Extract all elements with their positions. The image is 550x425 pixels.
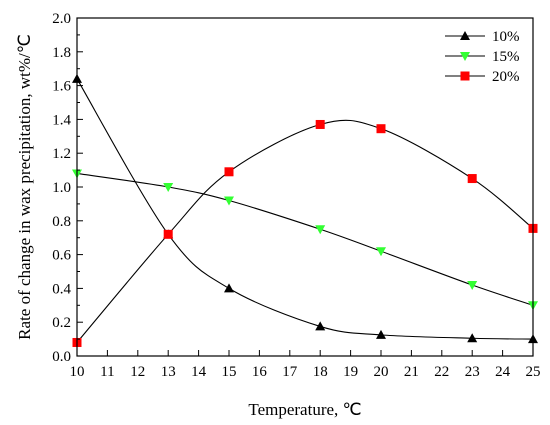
x-tick-label: 17	[282, 364, 298, 380]
data-point	[315, 225, 326, 235]
data-point	[163, 183, 174, 192]
y-tick-label: 0.2	[52, 315, 71, 331]
data-point	[376, 247, 386, 257]
legend-marker	[460, 52, 470, 61]
series-line-1	[76, 172, 534, 306]
data-point	[224, 196, 234, 206]
x-tick-label: 12	[130, 364, 145, 380]
legend-marker	[460, 71, 470, 81]
y-tick-label: 1.6	[52, 79, 71, 95]
x-tick-label: 16	[252, 364, 268, 380]
x-tick-label: 25	[526, 364, 541, 380]
legend-label: 10%	[492, 29, 520, 45]
data-point	[467, 281, 478, 291]
y-tick-label: 0.0	[52, 349, 71, 365]
data-point	[315, 321, 326, 331]
legend-label: 20%	[492, 69, 520, 85]
y-tick-label: 0.4	[52, 281, 71, 297]
x-tick-label: 20	[374, 364, 389, 380]
legend-marker	[460, 31, 470, 40]
data-point	[224, 167, 234, 177]
data-point	[224, 283, 234, 293]
x-tick-label: 13	[161, 364, 176, 380]
x-tick-label: 10	[70, 364, 85, 380]
x-axis-title: Temperature, ℃	[248, 400, 361, 419]
y-tick-label: 0.6	[52, 248, 71, 264]
plot-frame	[76, 17, 534, 357]
x-axis: 10 11 12 13 14 15 16 17 18 19 20 21 22 23 24 25	[70, 350, 541, 380]
y-axis-title: Rate of change in wax precipitation, wt%…	[15, 34, 34, 340]
data-point	[467, 174, 477, 184]
x-tick-label: 11	[100, 364, 114, 380]
series-markers	[72, 73, 538, 347]
x-tick-label: 23	[465, 364, 480, 380]
x-tick-label: 18	[313, 364, 328, 380]
data-point	[163, 229, 173, 239]
x-tick-label: 14	[191, 364, 207, 380]
data-point	[315, 119, 325, 129]
series-curves	[76, 78, 534, 343]
y-tick-label: 1.2	[52, 146, 71, 162]
x-tick-label: 21	[404, 364, 419, 380]
data-point	[467, 333, 478, 343]
legend-label: 15%	[492, 49, 520, 65]
data-point	[376, 329, 386, 339]
x-tick-label: 19	[343, 364, 358, 380]
data-point	[376, 124, 386, 134]
y-axis: 0.0 0.2 0.4 0.6 0.8 1.0 1.2 1.4 1.6 1.8 2.0	[52, 11, 83, 365]
x-tick-label: 22	[434, 364, 449, 380]
y-tick-label: 1.4	[52, 112, 71, 128]
series-line-0	[76, 78, 534, 340]
x-tick-label: 15	[222, 364, 237, 380]
y-tick-label: 1.8	[52, 45, 71, 61]
y-tick-label: 1.0	[52, 180, 71, 196]
y-tick-label: 2.0	[52, 11, 71, 27]
legend: 10% 15% 20%	[445, 29, 520, 85]
series-line-2	[76, 119, 534, 343]
y-tick-label: 0.8	[52, 214, 71, 230]
x-tick-label: 24	[495, 364, 511, 380]
